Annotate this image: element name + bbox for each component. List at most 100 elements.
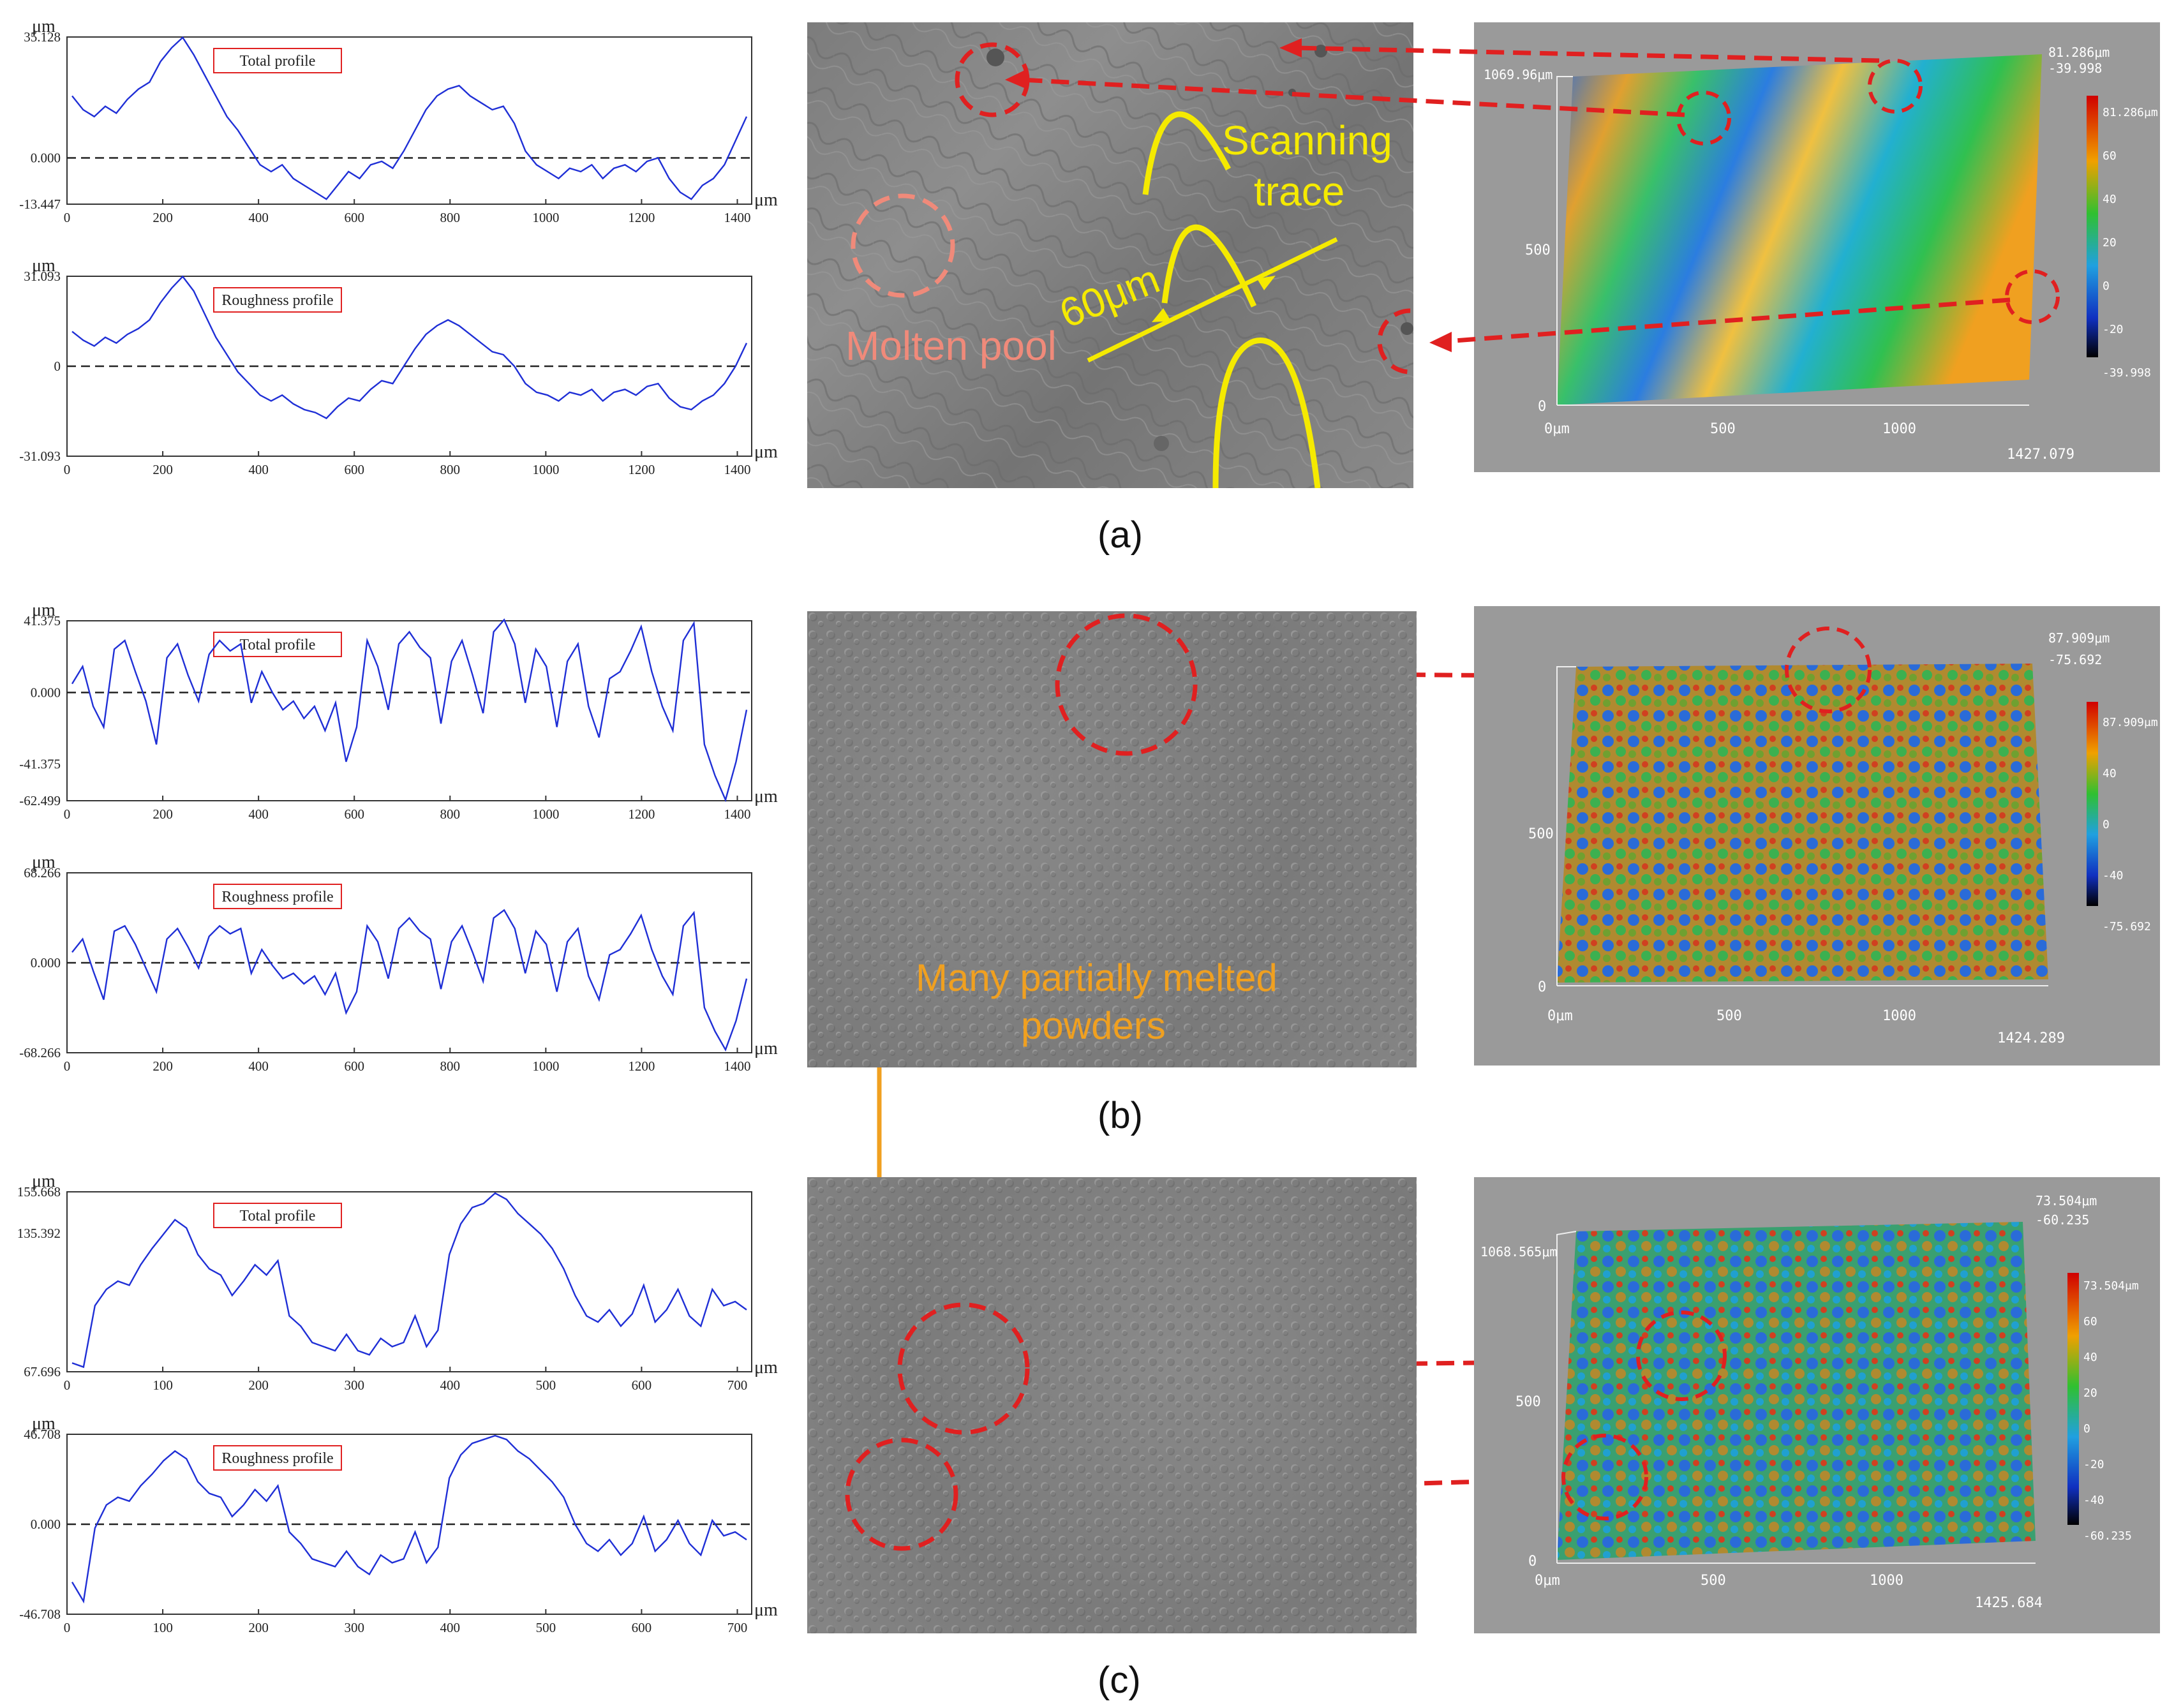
map-c-x-500: 500	[1701, 1573, 1726, 1589]
molten-pool-circle	[851, 193, 955, 298]
y-unit-label: μm	[32, 256, 56, 276]
x-tick-label: 0	[64, 1378, 71, 1393]
x-tick-label: 1000	[532, 210, 559, 225]
panel-a-label: (a)	[1098, 514, 1143, 556]
x-tick-label: 600	[632, 1378, 652, 1393]
y-unit-label: μm	[32, 1171, 56, 1191]
x-tick-label: 400	[248, 210, 269, 225]
powders-label-1: Many partially melted	[916, 956, 1277, 999]
x-tick-label: 1400	[724, 210, 750, 225]
y-max-label: 155.668	[17, 1184, 61, 1199]
x-tick-label: 300	[344, 1378, 364, 1393]
map-b-x-0: 0μm	[1547, 1008, 1573, 1024]
profile-series-line	[71, 1434, 747, 1604]
x-unit-label: μm	[754, 442, 778, 462]
map-c-x-0: 0μm	[1535, 1573, 1560, 1589]
map-c-y-zero: 0	[1528, 1554, 1537, 1570]
x-tick-label: 100	[153, 1378, 173, 1393]
plot-frame	[66, 36, 752, 205]
x-tick-label: 1400	[724, 462, 750, 477]
x-tick-label: 200	[153, 1058, 173, 1074]
y-mid-label: -41.375	[19, 757, 61, 772]
map-b-x-1000: 1000	[1882, 1008, 1916, 1024]
plot-frame	[66, 1191, 752, 1372]
x-tick-label: 600	[344, 1058, 364, 1074]
y-zero-label: 0.000	[31, 150, 61, 165]
panel-c-label: (c)	[1098, 1660, 1141, 1701]
map-c-circle-1	[1636, 1311, 1727, 1401]
spatter-circle-2	[1377, 308, 1413, 375]
x-tick-label: 700	[727, 1620, 748, 1635]
x-tick-label: 1400	[724, 1058, 750, 1074]
map-a-scale-labels: 81.286μm 60 40 20 0 -20 -39.998	[2103, 106, 2158, 380]
plot-frame	[66, 620, 752, 801]
x-tick-label: 500	[536, 1620, 556, 1635]
map-c-scale-labels: 73.504μm 60 40 20 0 -20 -40 -60.235	[2083, 1279, 2139, 1543]
map-b-y-mid: 500	[1528, 826, 1554, 842]
x-tick-label: 1200	[628, 1058, 655, 1074]
x-tick-label: 800	[440, 210, 461, 225]
x-unit-label: μm	[754, 1600, 778, 1620]
panel-c-circle-1	[897, 1302, 1030, 1435]
x-unit-label: μm	[754, 1039, 778, 1058]
legend-title: Roughness profile	[221, 292, 333, 309]
map-b-scale-labels: 87.909μm 40 0 -40 -75.692	[2103, 716, 2158, 933]
map-a-zmin: -39.998	[2048, 61, 2103, 76]
y-min-label: -13.447	[19, 197, 61, 212]
profile-series-line	[71, 909, 748, 1052]
x-tick-label: 400	[440, 1378, 461, 1393]
panel-b-total-profile: 0 200 400 600 800 1000 1200 1400 41.375 -62.499 0.…	[19, 600, 778, 822]
powders-label-2: powders	[1021, 1004, 1166, 1047]
legend-title: Roughness profile	[221, 1450, 333, 1467]
y-zero-label: 0.000	[31, 1517, 61, 1532]
map-b-y-zero: 0	[1538, 979, 1547, 995]
x-tick-label: 0	[64, 462, 71, 477]
panel-a-sem-image: Scanning trace 60μm Molten pool	[807, 22, 1413, 488]
x-tick-label: 1000	[532, 462, 559, 477]
map-b-x-500: 500	[1716, 1008, 1742, 1024]
panel-c-circle-2	[845, 1437, 958, 1551]
color-scale-a	[2087, 96, 2098, 357]
scan-trace-arc-1	[1142, 111, 1231, 195]
x-tick-label: 800	[440, 462, 461, 477]
legend-title: Total profile	[240, 1208, 316, 1224]
y-min-label: -31.093	[19, 449, 61, 464]
map-c-zmin: -60.235	[2036, 1212, 2090, 1228]
x-tick-label: 200	[153, 462, 173, 477]
map-b-zmin: -75.692	[2048, 652, 2103, 667]
x-tick-label: 600	[344, 462, 364, 477]
legend-title: Total profile	[240, 637, 316, 653]
map-a-spatter-2	[1868, 59, 1923, 114]
molten-pool-label: Molten pool	[845, 323, 1057, 369]
profile-series-line	[71, 275, 748, 420]
color-scale-c	[2067, 1273, 2079, 1525]
x-tick-label: 1200	[628, 806, 655, 822]
x-unit-label: μm	[754, 1358, 778, 1378]
profile-series-line	[71, 36, 748, 200]
x-tick-label: 100	[153, 1620, 173, 1635]
map-a-x-500: 500	[1710, 421, 1736, 437]
map-a-x-1000: 1000	[1882, 421, 1916, 437]
x-tick-label: 0	[64, 1058, 71, 1074]
legend-box	[213, 632, 342, 657]
map-a-spatter-3	[2005, 269, 2060, 324]
x-tick-label: 400	[248, 462, 269, 477]
y-max-label: 35.128	[24, 29, 61, 45]
scanning-label: Scanning	[1222, 117, 1392, 163]
panel-b-sem-image: Many partially melted powders	[807, 611, 1417, 1067]
x-tick-label: 700	[727, 1378, 748, 1393]
map-c-circle-2	[1561, 1434, 1648, 1520]
x-tick-label: 600	[344, 806, 364, 822]
legend-box	[213, 1445, 342, 1471]
x-tick-label: 0	[64, 806, 71, 822]
x-tick-label: 1000	[532, 1058, 559, 1074]
legend-box	[213, 884, 342, 909]
map-a-zmax: 81.286μm	[2048, 45, 2110, 60]
y-max-label: 31.093	[24, 269, 61, 284]
x-tick-label: 0	[64, 210, 71, 225]
y-min-label: -46.708	[19, 1607, 61, 1622]
x-tick-label: 1000	[532, 806, 559, 822]
legend-box	[213, 1203, 342, 1228]
width-dimension-line	[1087, 237, 1338, 363]
x-tick-label: 200	[153, 806, 173, 822]
